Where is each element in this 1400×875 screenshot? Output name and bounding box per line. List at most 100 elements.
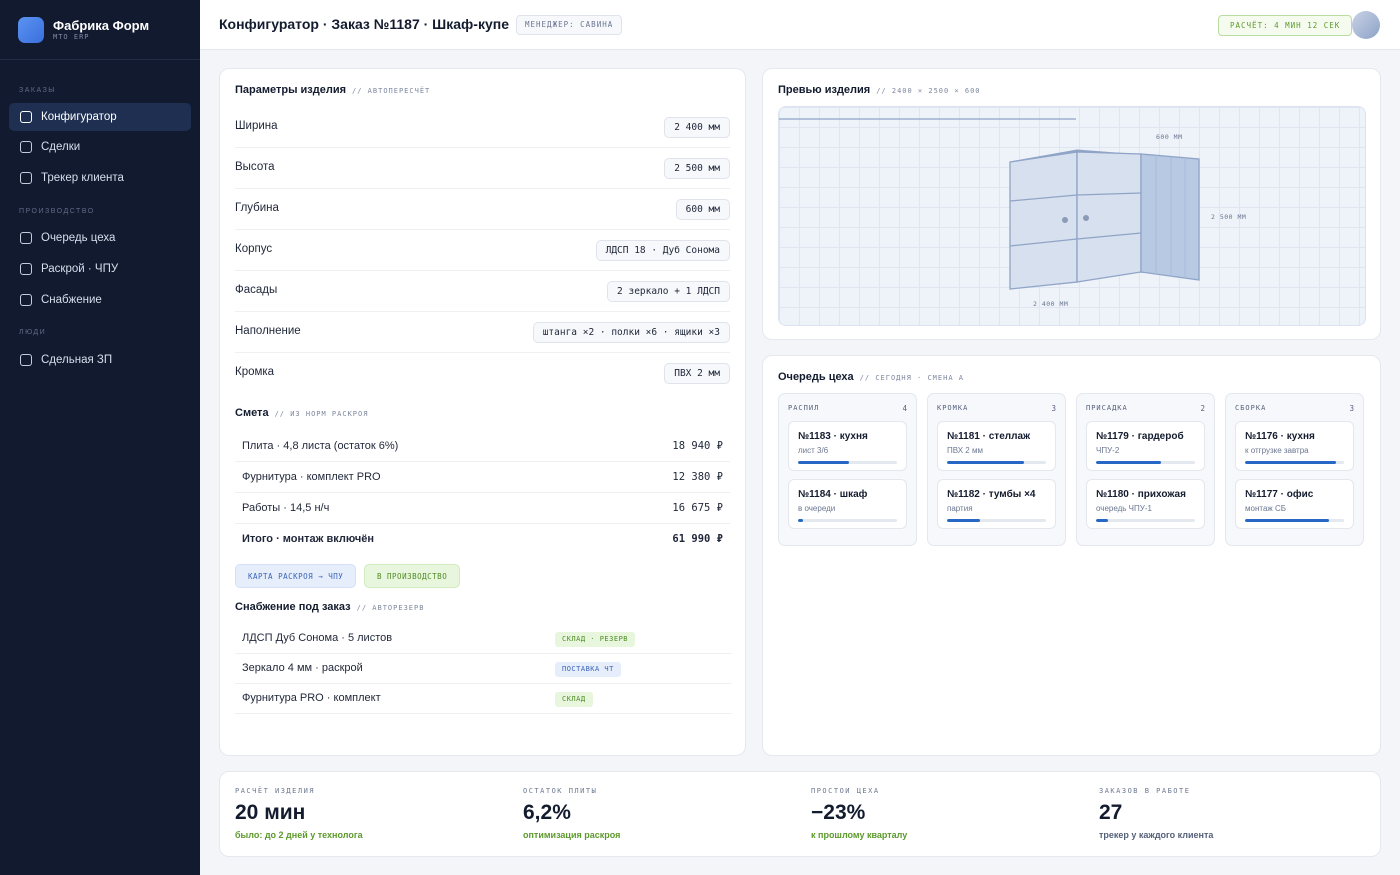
estimate-label: Работы · 14,5 н/ч [242,502,330,514]
order-status: партия [947,504,973,513]
depth-dimension-label: 600 ММ [1156,133,1183,141]
sidebar-item-label: Снабжение [41,294,102,306]
param-value-height[interactable]: 2 500 мм [664,158,730,179]
sidebar-item-cutting-cnc[interactable]: Раскрой · ЧПУ [9,255,191,283]
queue-order-card[interactable]: №1179 · гардероб ЧПУ-2 [1086,421,1205,471]
supply-row: ЛДСП Дуб Сонома · 5 листов СКЛАД · РЕЗЕР… [235,624,732,654]
param-label: Ширина [235,120,278,132]
queue-order-card[interactable]: №1182 · тумбы ×4 партия [937,479,1056,529]
order-progress-fill [1096,519,1108,522]
order-progress-fill [1096,461,1162,464]
order-progress-fill [947,461,1025,464]
kpi-value: 6,2% [523,801,571,824]
shop-queue-icon [20,232,32,244]
queue-order-card[interactable]: №1181 · стеллаж ПВХ 2 мм [937,421,1056,471]
order-progress-fill [798,461,850,464]
queue-title: Очередь цеха // СЕГОДНЯ · СМЕНА А [778,371,964,383]
queue-column-count: 2 [1200,404,1205,413]
avatar[interactable] [1352,11,1380,39]
estimate-label: Фурнитура · комплект PRO [242,471,381,483]
preview-title: Превью изделия // 2400 × 2500 × 600 [778,84,981,96]
queue-order-card[interactable]: №1184 · шкаф в очереди [788,479,907,529]
estimate-label: Плита · 4,8 листа (остаток 6%) [242,440,399,452]
estimate-row: Фурнитура · комплект PRO 12 380 ₽ [235,462,730,493]
sidebar-item-label: Очередь цеха [41,232,116,244]
params-card: Параметры изделия // АВТОПЕРЕСЧЁТ Ширина … [219,68,746,756]
order-title: №1177 · офис [1245,489,1314,500]
queue-order-card[interactable]: №1177 · офис монтаж СБ [1235,479,1354,529]
kpi-label: ОСТАТОК ПЛИТЫ [523,787,598,795]
param-row-width: Ширина 2 400 мм [235,107,730,148]
nav-section-people: ЛЮДИ [19,329,47,336]
supply-status-badge: ПОСТАВКА ЧТ [555,662,621,677]
estimate-subtitle: // ИЗ НОРМ РАСКРОЯ [274,410,369,418]
param-value-filling[interactable]: штанга ×2 · полки ×6 · ящики ×3 [532,322,730,343]
estimate-total-row: Итого · монтаж включён 61 990 ₽ [235,524,730,555]
send-to-production-button[interactable]: В ПРОИЗВОДСТВО [364,564,461,588]
param-value-facades[interactable]: 2 зеркало + 1 ЛДСП [607,281,730,302]
queue-order-card[interactable]: №1183 · кухня лист 3/6 [788,421,907,471]
order-progress-bar [798,461,897,464]
param-row-filling: Наполнение штанга ×2 · полки ×6 · ящики … [235,312,730,353]
estimate-total-label: Итого · монтаж включён [242,533,375,545]
order-title: №1183 · кухня [798,431,868,442]
param-value-width[interactable]: 2 400 мм [664,117,730,138]
params-title-text: Параметры изделия [235,84,347,96]
sidebar-item-label: Сдельная ЗП [41,354,113,366]
order-progress-fill [798,519,803,522]
cut-map-to-cnc-button[interactable]: КАРТА РАСКРОЯ → ЧПУ [235,564,357,588]
supply-label: ЛДСП Дуб Сонома · 5 листов [242,632,393,644]
order-status: ЧПУ-2 [1096,446,1120,455]
kpi-label: ЗАКАЗОВ В РАБОТЕ [1099,787,1191,795]
order-title: №1182 · тумбы ×4 [947,489,1036,500]
sidebar-item-label: Конфигуратор [41,111,117,123]
param-row-facades: Фасады 2 зеркало + 1 ЛДСП [235,271,730,312]
wardrobe-3d-drawing [779,118,1200,290]
queue-column-count: 3 [1051,404,1056,413]
param-value-edge[interactable]: ПВХ 2 мм [664,363,730,384]
order-title: №1181 · стеллаж [947,431,1031,442]
order-title: №1180 · прихожая [1096,489,1186,500]
wardrobe-preview[interactable]: 600 ММ 2 500 ММ 2 400 ММ [778,106,1366,326]
order-progress-bar [947,461,1046,464]
order-progress-bar [798,519,897,522]
queue-column-drilling: ПРИСАДКА 2 №1179 · гардероб ЧПУ-2 №1180 … [1076,393,1215,546]
configurator-icon [20,111,32,123]
queue-order-card[interactable]: №1180 · прихожая очередь ЧПУ-1 [1086,479,1205,529]
queue-order-card[interactable]: №1176 · кухня к отгрузке завтра [1235,421,1354,471]
sidebar-item-label: Трекер клиента [41,172,124,184]
order-status: к отгрузке завтра [1245,446,1309,455]
order-title: №1176 · кухня [1245,431,1315,442]
kpi-label: РАСЧЁТ ИЗДЕЛИЯ [235,787,316,795]
supply-row: Фурнитура PRO · комплект СКЛАД [235,684,732,714]
supply-label: Фурнитура PRO · комплект [242,692,381,704]
piecework-pay-icon [20,354,32,366]
manager-badge: МЕНЕДЖЕР: САВИНА [516,15,623,35]
order-progress-fill [1245,461,1337,464]
param-label: Кромка [235,366,275,378]
param-row-height: Высота 2 500 мм [235,148,730,189]
estimate-total-amount: 61 990 ₽ [672,533,723,545]
sidebar-item-piecework-pay[interactable]: Сдельная ЗП [9,346,191,374]
sidebar-item-supply[interactable]: Снабжение [9,286,191,314]
params-subtitle: // АВТОПЕРЕСЧЁТ [352,87,431,95]
kpi-card: РАСЧЁТ ИЗДЕЛИЯ 20 мин было: до 2 дней у … [219,771,1381,857]
param-value-body[interactable]: ЛДСП 18 · Дуб Сонома [595,240,730,261]
queue-column-count: 4 [902,404,907,413]
brand-logo-icon [18,16,44,43]
preview-title-text: Превью изделия [778,84,871,96]
supply-title-text: Снабжение под заказ [235,601,351,613]
estimate-amount: 16 675 ₽ [672,502,723,514]
sidebar-item-configurator[interactable]: Конфигуратор [9,103,191,131]
supply-row: Зеркало 4 мм · раскрой ПОСТАВКА ЧТ [235,654,732,684]
order-status: ПВХ 2 мм [947,446,983,455]
brand: Фабрика Форм MTO ERP [0,0,200,60]
param-value-depth[interactable]: 600 мм [675,199,730,220]
sidebar-item-client-tracker[interactable]: Трекер клиента [9,164,191,192]
supply-status-badge: СКЛАД · РЕЗЕРВ [555,632,636,647]
sidebar-item-deals[interactable]: Сделки [9,133,191,161]
sidebar-item-shop-queue[interactable]: Очередь цеха [9,224,191,252]
estimate-row: Плита · 4,8 листа (остаток 6%) 18 940 ₽ [235,431,730,462]
order-title: №1179 · гардероб [1096,431,1184,442]
supply-status-badge: СКЛАД [555,692,593,707]
